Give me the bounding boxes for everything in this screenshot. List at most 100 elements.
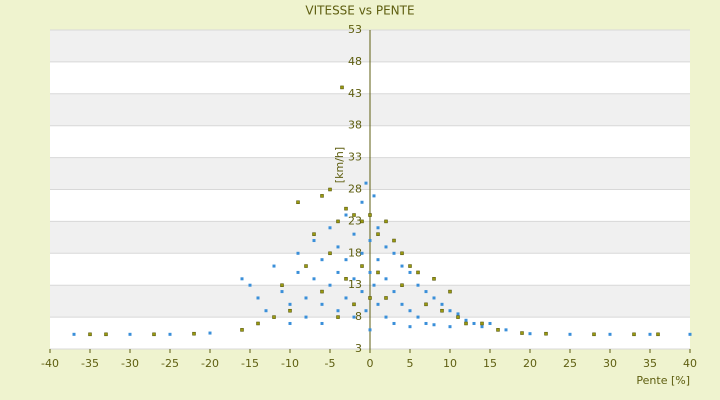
x-tick-label: 20 [523,357,537,370]
point [344,277,348,281]
point [344,296,348,300]
point [568,332,572,336]
point [448,309,452,313]
point [400,302,404,306]
point [424,321,428,325]
point [496,328,500,332]
point [416,315,420,319]
point [280,290,284,294]
point [344,206,348,211]
point [352,302,356,307]
point [480,321,484,326]
point [384,277,388,281]
point [296,270,300,274]
point [104,332,108,337]
point [336,219,340,224]
point [352,277,356,281]
point [464,321,468,326]
point [432,323,436,327]
point [168,332,172,336]
x-tick-label: -30 [121,357,139,370]
point [328,226,332,230]
y-tick-label: 18 [348,246,362,259]
point [368,328,372,332]
point [392,251,396,255]
point [352,315,356,319]
point [360,200,364,204]
point [152,332,156,337]
chart-title: VITESSE vs PENTE [305,4,414,18]
point [248,283,252,287]
x-tick-label: -40 [41,357,59,370]
point [360,251,364,255]
point [312,239,316,243]
x-tick-label: 10 [443,357,457,370]
point [320,258,324,262]
point [320,321,324,325]
x-axis-title: Pente [%] [636,374,690,387]
point [656,332,660,337]
point [272,264,276,268]
point [376,258,380,262]
point [296,200,300,205]
point [400,251,404,256]
point [392,290,396,294]
x-tick-label: 0 [367,357,374,370]
point [424,290,428,294]
point [408,264,412,268]
x-tick-label: -15 [241,357,259,370]
point [432,296,436,300]
point [544,331,548,336]
x-tick-label: 5 [407,357,414,370]
point [408,309,412,313]
y-tick-label: 3 [355,342,362,355]
point [608,332,612,336]
point [384,245,388,249]
point [288,321,292,325]
point [648,332,652,336]
point [408,325,412,329]
y-tick-label: 23 [348,214,362,227]
x-tick-label: 30 [603,357,617,370]
point [336,309,340,313]
point [384,219,388,224]
y-tick-label: 33 [348,151,362,164]
point [464,318,468,322]
y-tick-label: 38 [348,119,362,132]
point [336,245,340,249]
point [372,194,376,198]
point [364,309,368,313]
point [192,331,196,336]
point [344,258,348,262]
y-tick-label: 8 [355,310,362,323]
point [88,332,92,337]
point [376,232,380,236]
point [360,219,364,224]
point [320,289,324,294]
point [448,325,452,329]
x-tick-label: -35 [81,357,99,370]
point [368,239,372,243]
y-tick-label: 28 [348,183,362,196]
point [400,283,404,287]
point [128,332,132,336]
point [688,332,692,336]
point [72,332,76,336]
x-tick-label: -5 [325,357,336,370]
point [440,302,444,306]
x-tick-label: 40 [683,357,697,370]
point [344,213,348,217]
point [288,302,292,306]
point [472,321,476,325]
point [340,85,344,90]
point [480,325,484,329]
point [392,238,396,243]
x-tick-label: 15 [483,357,497,370]
point [456,312,460,316]
point [336,315,340,319]
point [592,332,596,337]
point [208,331,212,335]
point [352,213,356,217]
point [376,302,380,306]
